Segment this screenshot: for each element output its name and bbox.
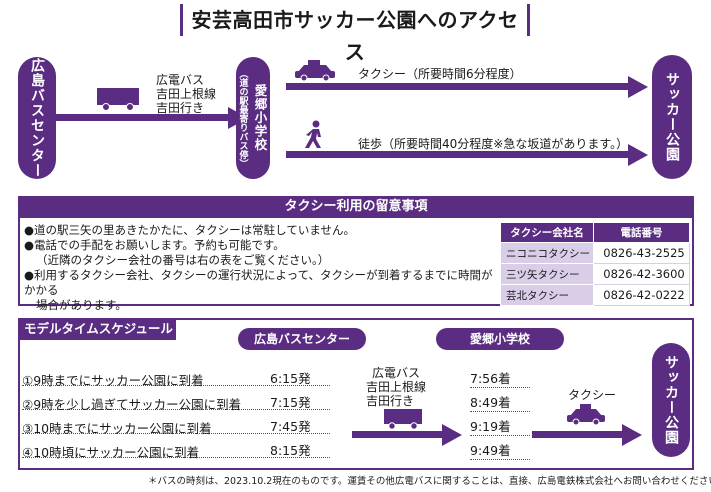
taxi-icon xyxy=(294,60,336,82)
route-arrow-bus xyxy=(56,114,231,121)
schedule-bus-line3: 吉田行き xyxy=(366,394,415,408)
bus-line1: 広電バス xyxy=(156,73,205,87)
bus-line2: 吉田上根線 xyxy=(156,87,217,101)
page-title: 安芸高田市サッカー公園へのアクセス xyxy=(180,4,530,64)
schedule-end-label: サッカー公園 xyxy=(663,355,679,445)
schedule-arrow-bus xyxy=(352,431,444,438)
taxi-phone: 0826-42-3600 xyxy=(593,263,690,285)
bus-info: 広電バス 吉田上根線 吉田行き xyxy=(156,73,216,115)
taxi-phone: 0826-43-2525 xyxy=(593,242,690,264)
notice-item: ●電話での手配をお願いします。予約も可能です。 xyxy=(24,238,285,252)
schedule-header: モデルタイムスケジュール xyxy=(18,318,176,340)
walk-icon xyxy=(303,120,327,150)
schedule-end-pill: サッカー公園 xyxy=(652,343,690,457)
mid-sublabel: （道の駅最寄りバス停） xyxy=(237,68,248,168)
walk-route-label: 徒歩（所要時間40分程度※急な坂道があります。） xyxy=(358,137,629,151)
route-arrow-walk xyxy=(286,151,631,158)
taxi-company: 芸北タクシー xyxy=(500,284,594,306)
route-arrow-walk-head xyxy=(628,144,648,166)
notice-item: ●道の駅三矢の里あきたかたに、タクシーは常駐していません。 xyxy=(24,223,355,237)
mid-pill: 愛郷小学校 （道の駅最寄りバス停） xyxy=(236,57,270,179)
depart-time: 8:15発 xyxy=(270,443,311,458)
notice-item: ●利用するタクシー会社、タクシーの運行状況によって、タクシーが到着するまでに時間… xyxy=(24,268,493,297)
arrive-time: 9:19着 xyxy=(470,416,530,436)
mid-label: 愛郷小学校 xyxy=(252,84,268,152)
taxi-company: ニコニコタクシー xyxy=(500,242,594,264)
schedule-taxi-label: タクシー xyxy=(568,388,617,402)
bus-line3: 吉田行き xyxy=(156,101,205,115)
start-pill: 広島バスセンター xyxy=(18,57,56,179)
route-arrow-taxi xyxy=(286,83,631,90)
depart-time: 7:45発 xyxy=(270,419,311,434)
schedule-row: ③10時までにサッカー公園に到着 xyxy=(22,418,330,436)
schedule-row: ①9時までにサッカー公園に到着 xyxy=(22,370,330,388)
notice-item: （近隣のタクシー会社の番号は右の表をご覧ください。） xyxy=(36,253,330,267)
taxi-table: タクシー会社名 電話番号 ニコニコタクシー 0826-43-2525 三ツ矢タク… xyxy=(500,222,690,306)
taxi-phone: 0826-42-0222 xyxy=(593,284,690,306)
taxi-col-phone: 電話番号 xyxy=(593,222,690,243)
schedule-row-label: ③10時までにサッカー公園に到着 xyxy=(22,421,212,436)
notice-header: タクシー利用の留意事項 xyxy=(18,196,694,218)
arrive-time: 7:56着 xyxy=(470,368,530,388)
end-pill: サッカー公園 xyxy=(652,55,692,179)
taxi-route-label: タクシー（所要時間6分程度） xyxy=(358,67,522,81)
start-label: 広島バスセンター xyxy=(29,58,45,178)
taxi-col-company: タクシー会社名 xyxy=(500,222,594,243)
bus-icon xyxy=(96,87,141,111)
notice-list: ●道の駅三矢の里あきたかたに、タクシーは常駐していません。 ●電話での手配をお願… xyxy=(24,223,494,313)
arrive-time: 8:49着 xyxy=(470,392,530,412)
schedule-row-label: ①9時までにサッカー公園に到着 xyxy=(22,373,204,388)
schedule-col-depart: 広島バスセンター xyxy=(238,328,366,350)
table-row: ニコニコタクシー 0826-43-2525 xyxy=(500,242,690,264)
schedule-arrow-taxi xyxy=(532,431,624,438)
depart-time: 6:15発 xyxy=(270,371,311,386)
schedule-col-arrive: 愛郷小学校 xyxy=(436,328,564,350)
bus-icon xyxy=(383,408,423,430)
schedule-bus-line1: 広電バス xyxy=(372,366,421,380)
arrive-time: 9:49着 xyxy=(470,440,530,460)
schedule-arrow-bus-head xyxy=(442,424,462,446)
schedule-box xyxy=(18,318,694,470)
footnote: ＊バスの時刻は、2023.10.2現在のものです。運賃その他広電バスに関すること… xyxy=(148,476,711,487)
schedule-bus-line2: 吉田上根線 xyxy=(366,380,427,394)
table-row: 三ツ矢タクシー 0826-42-3600 xyxy=(500,263,690,285)
depart-time: 7:15発 xyxy=(270,395,311,410)
notice-item: 場合があります。 xyxy=(36,298,127,312)
schedule-row: ④10時頃にサッカー公園に到着 xyxy=(22,442,330,460)
taxi-company: 三ツ矢タクシー xyxy=(500,263,594,285)
schedule-arrow-taxi-head xyxy=(622,424,642,446)
table-row: 芸北タクシー 0826-42-0222 xyxy=(500,284,690,306)
route-arrow-taxi-head xyxy=(628,76,648,98)
schedule-row-label: ②9時を少し過ぎてサッカー公園に到着 xyxy=(22,397,242,412)
schedule-bus-info: 広電バス 吉田上根線 吉田行き xyxy=(366,366,426,408)
end-label: サッカー公園 xyxy=(664,72,680,162)
schedule-row-label: ④10時頃にサッカー公園に到着 xyxy=(22,445,200,460)
schedule-row: ②9時を少し過ぎてサッカー公園に到着 xyxy=(22,394,330,412)
taxi-icon xyxy=(566,404,606,426)
